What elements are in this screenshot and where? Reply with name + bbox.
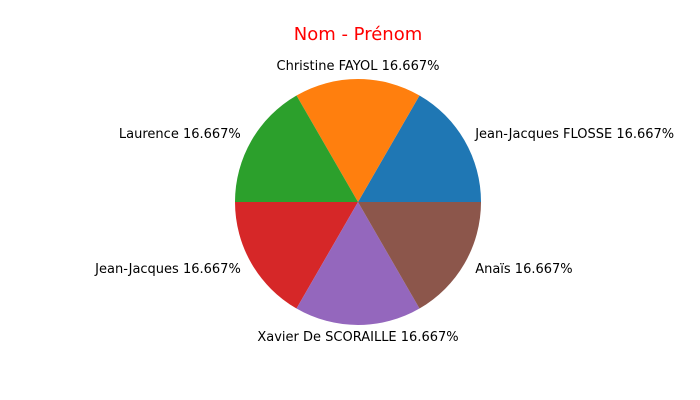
pie-slice-label-2: Christine FAYOL 16.667% bbox=[277, 59, 440, 74]
pie-slice-5 bbox=[296, 202, 420, 325]
pie-slice-4 bbox=[235, 202, 358, 309]
pie-slice-1 bbox=[358, 95, 481, 202]
pie-slice-label-4: Jean-Jacques 16.667% bbox=[94, 262, 241, 277]
pie-slice-3 bbox=[235, 95, 358, 202]
pie-slice-label-3: Laurence 16.667% bbox=[119, 127, 241, 142]
pie-slice-2 bbox=[296, 78, 420, 202]
pie-slice-label-5: Xavier De SCORAILLE 16.667% bbox=[257, 330, 458, 345]
pie-labels: Jean-Jacques FLOSSE 16.667% Christine FAY… bbox=[94, 59, 674, 345]
pie-slices bbox=[235, 78, 481, 325]
pie-slice-label-1: Jean-Jacques FLOSSE 16.667% bbox=[474, 127, 674, 142]
chart-title: Nom - Prénom bbox=[294, 24, 423, 45]
pie-slice-label-6: Anaïs 16.667% bbox=[475, 262, 572, 277]
pie-slice-6 bbox=[358, 202, 481, 309]
